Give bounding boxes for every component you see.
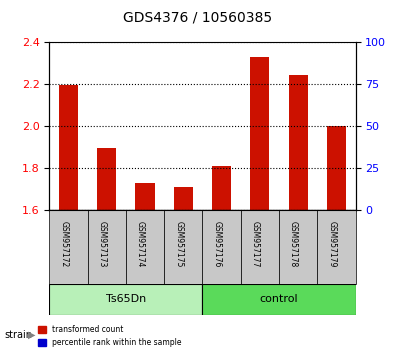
Text: GSM957173: GSM957173 [98,221,107,268]
FancyBboxPatch shape [279,210,317,284]
Bar [135,183,154,210]
FancyBboxPatch shape [49,210,88,284]
Bar [59,85,78,210]
Bar [288,75,308,210]
Legend: transformed count, percentile rank within the sample: transformed count, percentile rank withi… [36,322,185,350]
Text: strain: strain [4,330,32,339]
Bar [212,166,231,210]
Text: Ts65Dn: Ts65Dn [106,294,146,304]
Text: GSM957176: GSM957176 [213,221,222,268]
Bar [327,126,346,210]
Bar [97,148,117,210]
Text: GSM957175: GSM957175 [174,221,183,268]
Text: GSM957174: GSM957174 [136,221,145,268]
Text: GDS4376 / 10560385: GDS4376 / 10560385 [123,11,272,25]
Bar [250,57,269,210]
FancyBboxPatch shape [164,210,202,284]
Bar [49,284,202,315]
FancyBboxPatch shape [241,210,279,284]
Text: ▶: ▶ [28,330,35,339]
FancyBboxPatch shape [88,210,126,284]
Text: GSM957177: GSM957177 [251,221,260,268]
Bar [174,187,193,210]
FancyBboxPatch shape [317,210,356,284]
FancyBboxPatch shape [126,210,164,284]
FancyBboxPatch shape [202,210,241,284]
Text: GSM957179: GSM957179 [327,221,337,268]
Text: GSM957178: GSM957178 [289,221,298,268]
Text: GSM957172: GSM957172 [60,221,68,268]
Bar [202,284,356,315]
Text: control: control [260,294,298,304]
